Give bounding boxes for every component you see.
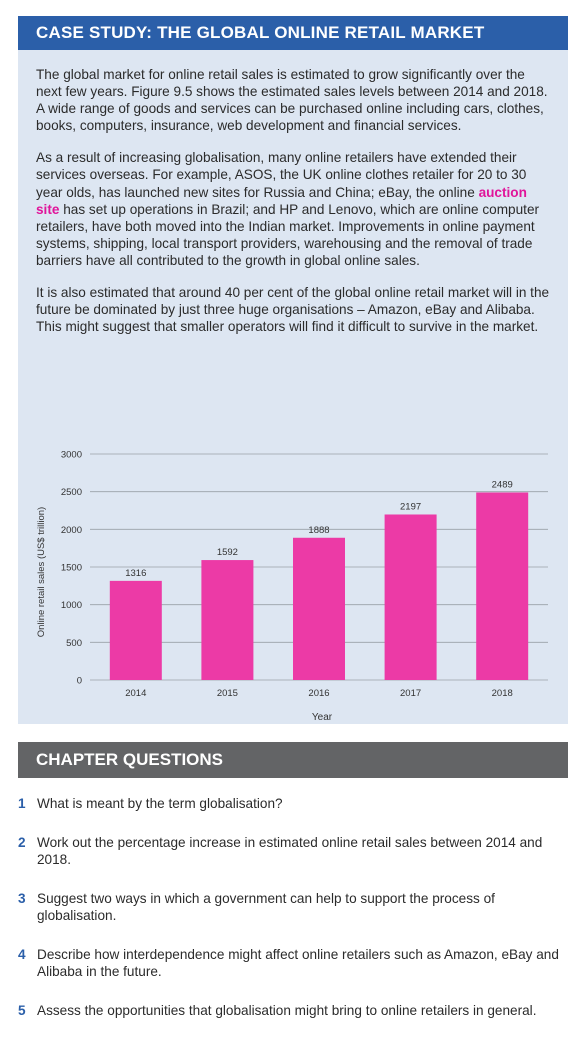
auction-site-highlight: auction site	[36, 184, 527, 217]
x-tick-label: 2015	[217, 688, 238, 699]
case-study-paragraph-2: As a result of increasing globalisation,…	[36, 149, 550, 269]
case-study-paragraph-1: The global market for online retail sale…	[36, 67, 548, 134]
question-number: 5	[18, 1003, 26, 1018]
y-axis-title: Online retail sales (US$ trillion)	[36, 507, 47, 637]
question-item: 3 Suggest two ways in which a government …	[18, 890, 566, 924]
question-text: Work out the percentage increase in esti…	[37, 835, 543, 867]
y-tick-label: 2000	[61, 525, 82, 536]
question-text: Assess the opportunities that globalisat…	[37, 1003, 537, 1018]
question-number: 4	[18, 947, 26, 962]
x-tick-label: 2016	[308, 688, 329, 699]
question-item: 2 Work out the percentage increase in est…	[18, 834, 566, 868]
x-tick-label: 2018	[492, 688, 513, 699]
x-axis-title: Year	[312, 712, 333, 723]
y-tick-label: 1000	[61, 600, 82, 611]
chapter-questions-list: 1 What is meant by the term globalisation…	[18, 795, 566, 1041]
y-tick-label: 2500	[61, 487, 82, 498]
case-study-title: CASE STUDY: THE GLOBAL ONLINE RETAIL MAR…	[18, 16, 568, 50]
question-text: What is meant by the term globalisation?	[37, 796, 283, 811]
chart-bars	[109, 492, 529, 680]
bar-value-label: 2197	[400, 501, 421, 512]
paragraph-2-text-end: has set up operations in Brazil; and HP …	[36, 201, 540, 268]
question-text: Describe how interdependence might affec…	[37, 947, 559, 979]
bar-2014	[109, 580, 162, 680]
question-item: 4 Describe how interdependence might affe…	[18, 946, 566, 980]
y-tick-label: 500	[66, 638, 82, 649]
chart-gridlines	[90, 453, 548, 681]
bar-value-label: 2489	[492, 479, 513, 490]
chapter-questions-title: CHAPTER QUESTIONS	[18, 742, 568, 778]
paragraph-2-text-start: As a result of increasing globalisation,…	[36, 150, 527, 200]
x-tick-label: 2017	[400, 688, 421, 699]
question-text: Suggest two ways in which a government c…	[37, 891, 495, 923]
bar-2017	[384, 514, 437, 680]
case-study-body: The global market for online retail sale…	[36, 66, 550, 350]
y-tick-label: 0	[77, 676, 82, 687]
y-tick-label: 1500	[61, 563, 82, 574]
question-number: 1	[18, 796, 26, 811]
bar-value-label: 1592	[217, 547, 238, 558]
online-retail-sales-chart: 0 500 1000 1500 2000 2500 3000 1316 2014 1592 2015…	[36, 450, 548, 723]
bar-value-label: 1316	[125, 568, 146, 579]
bar-2016	[293, 537, 345, 680]
bar-value-label: 1888	[308, 525, 329, 536]
bar-2018	[476, 492, 529, 680]
y-tick-label: 3000	[61, 450, 82, 461]
x-tick-label: 2014	[125, 688, 146, 699]
question-item: 1 What is meant by the term globalisation…	[18, 795, 566, 812]
question-item: 5 Assess the opportunities that globalisa…	[18, 1002, 566, 1019]
bar-2015	[201, 560, 254, 680]
chart-labels: 0 500 1000 1500 2000 2500 3000 1316 2014 1592 2015…	[61, 450, 513, 700]
question-number: 2	[18, 835, 26, 850]
case-study-paragraph-3: It is also estimated that around 40 per …	[36, 285, 550, 335]
question-number: 3	[18, 891, 26, 906]
case-study-box: CASE STUDY: THE GLOBAL ONLINE RETAIL MAR…	[18, 16, 568, 724]
